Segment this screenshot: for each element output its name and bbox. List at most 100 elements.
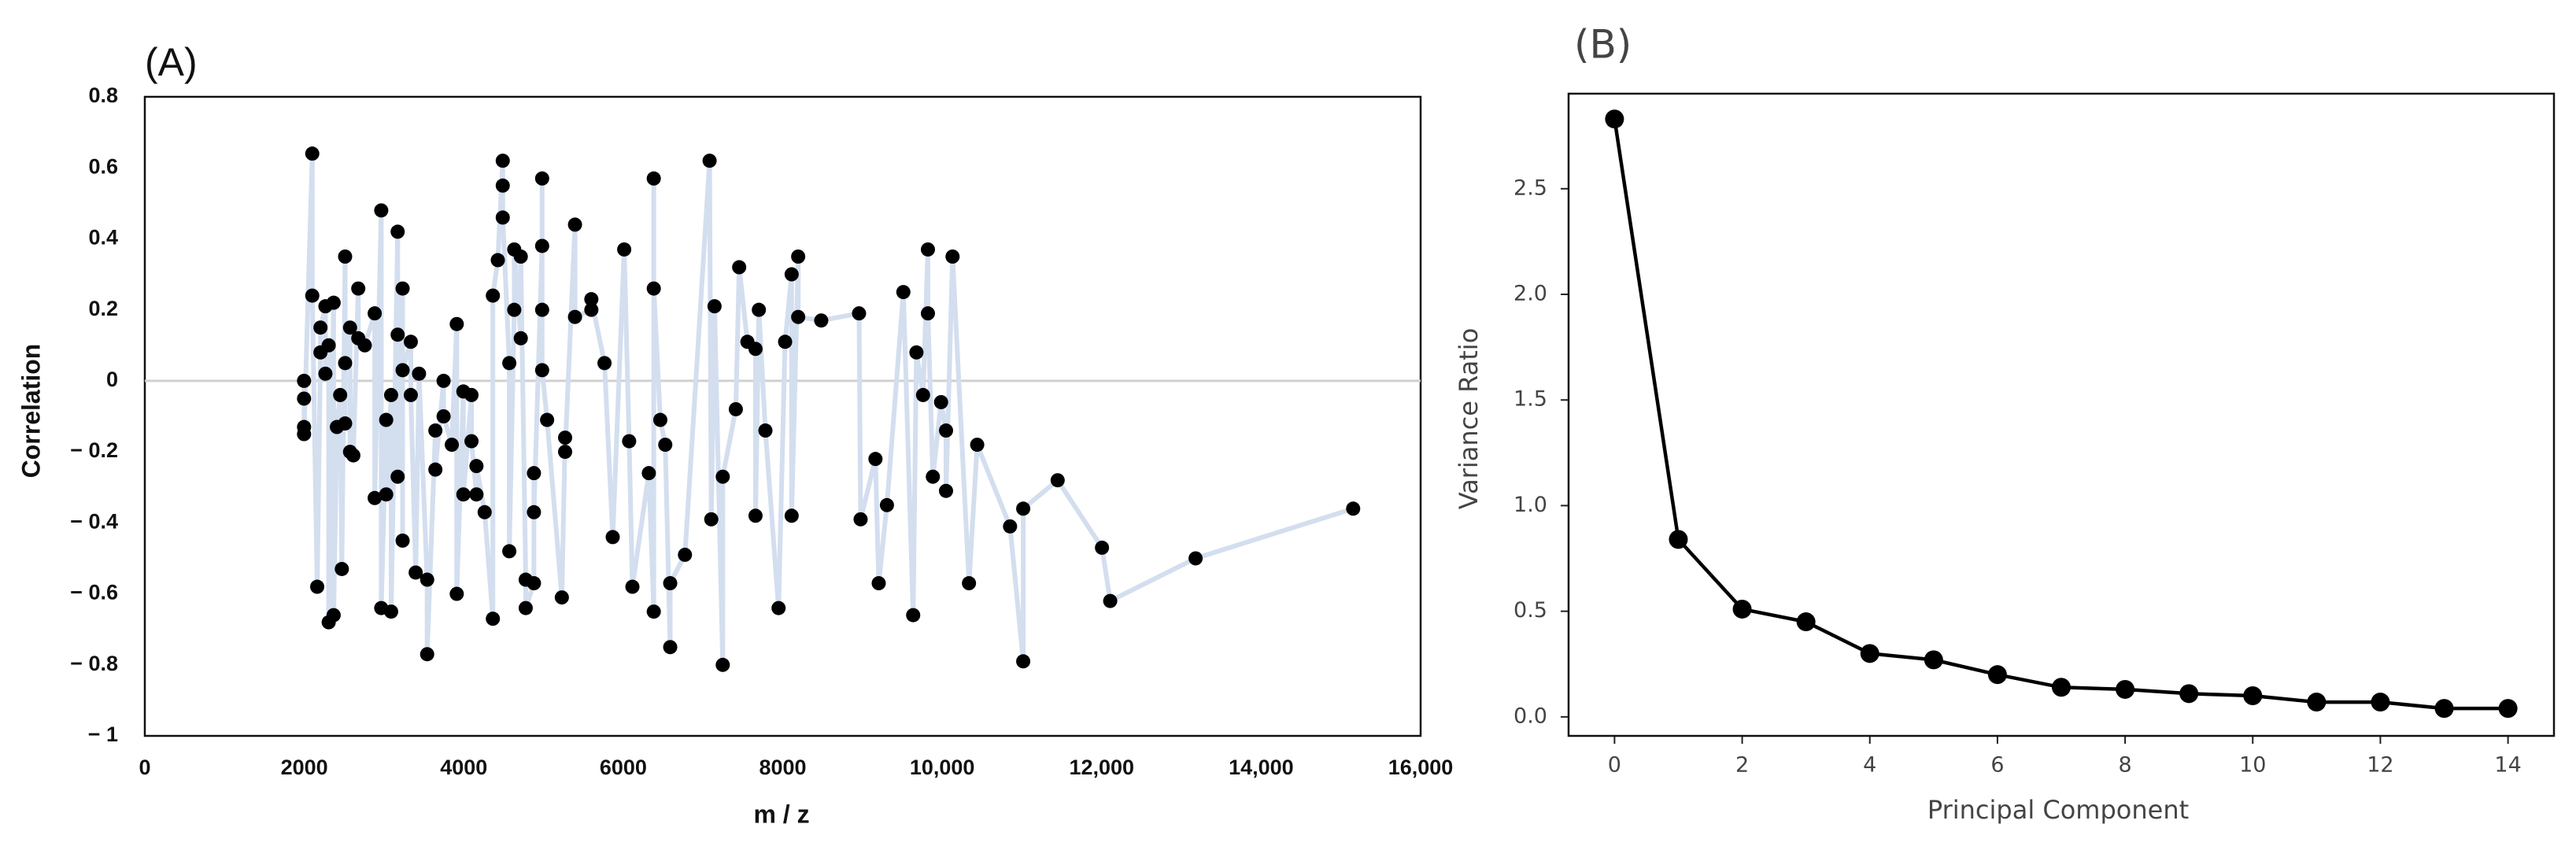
x-axis-label: m / z — [753, 800, 809, 828]
point — [926, 469, 941, 484]
point — [390, 224, 405, 239]
point — [310, 579, 325, 594]
point — [1003, 519, 1018, 534]
point — [663, 576, 678, 591]
point — [436, 373, 451, 388]
point — [853, 512, 868, 527]
marker — [1669, 530, 1688, 549]
point — [597, 356, 612, 371]
point — [554, 590, 569, 605]
x-tick-label: 4 — [1863, 753, 1876, 778]
point — [1050, 473, 1065, 488]
point — [1346, 501, 1361, 516]
point — [707, 299, 722, 314]
point — [321, 338, 336, 353]
point — [758, 423, 773, 438]
point — [403, 334, 418, 349]
point — [938, 483, 953, 498]
y-tick-label: 2.5 — [1513, 176, 1547, 200]
x-tick-label: 0 — [139, 756, 150, 779]
point — [933, 394, 948, 409]
point — [938, 423, 953, 438]
marker — [2179, 684, 2199, 704]
marker — [2434, 699, 2454, 719]
point — [428, 423, 443, 438]
point — [871, 576, 886, 591]
point — [326, 295, 341, 310]
point — [408, 565, 423, 580]
y-tick-label: 0.6 — [88, 154, 118, 178]
x-tick-label: 6 — [1990, 753, 2004, 778]
point — [778, 334, 793, 349]
point — [558, 445, 573, 460]
point — [436, 409, 451, 423]
point — [469, 487, 484, 502]
point — [906, 608, 921, 623]
point — [1016, 501, 1031, 516]
point — [678, 547, 693, 562]
line — [1613, 118, 2508, 711]
point — [334, 561, 349, 576]
point — [469, 459, 484, 474]
point — [464, 387, 479, 402]
point — [617, 242, 632, 257]
point — [814, 313, 829, 328]
point — [383, 387, 398, 402]
marker — [2371, 693, 2390, 712]
point — [534, 171, 549, 186]
point — [495, 153, 510, 168]
point — [338, 416, 353, 431]
marker — [2116, 679, 2135, 699]
x-tick-label: 8000 — [759, 756, 806, 779]
x-tick-label: 2 — [1735, 753, 1749, 778]
point — [646, 171, 661, 186]
y-axis-label: Correlation — [17, 344, 45, 479]
marker — [2052, 678, 2071, 697]
y-tick-label: − 0.4 — [70, 509, 118, 533]
connector-line — [301, 151, 1355, 667]
x-tick-label: 10,000 — [910, 756, 975, 779]
y-tick-label: 1.5 — [1513, 387, 1547, 412]
point — [412, 366, 427, 381]
point — [663, 640, 678, 655]
point — [646, 281, 661, 296]
panel-title: (A) — [145, 40, 198, 84]
point — [584, 302, 599, 317]
x-tick-label: 2000 — [281, 756, 328, 779]
point — [771, 601, 786, 615]
point — [625, 579, 640, 594]
point — [486, 288, 501, 303]
point — [784, 267, 799, 282]
point — [456, 487, 471, 502]
point — [305, 288, 320, 303]
point — [970, 438, 985, 453]
marker — [1924, 650, 1943, 670]
point — [567, 309, 582, 324]
point — [658, 438, 673, 453]
point — [896, 285, 911, 300]
point — [374, 203, 389, 218]
marker — [2243, 686, 2263, 705]
point — [652, 412, 667, 427]
point — [428, 462, 443, 477]
point — [527, 504, 541, 519]
x-tick-label: 14 — [2494, 753, 2521, 778]
y-tick-label: 0 — [106, 368, 118, 391]
point — [534, 363, 549, 378]
marker — [1796, 612, 1816, 632]
plot-frame — [1567, 92, 2556, 737]
x-tick-label: 4000 — [440, 756, 487, 779]
point — [534, 238, 549, 253]
point — [318, 366, 333, 381]
y-tick-label: − 0.6 — [70, 581, 118, 604]
point — [383, 604, 398, 619]
y-tick-label: 0.4 — [88, 226, 118, 249]
x-tick-label: 8 — [2118, 753, 2131, 778]
point — [909, 345, 924, 360]
point — [449, 586, 464, 601]
point — [527, 576, 541, 591]
point — [403, 387, 418, 402]
point — [513, 249, 528, 264]
x-tick-label: 6000 — [600, 756, 647, 779]
